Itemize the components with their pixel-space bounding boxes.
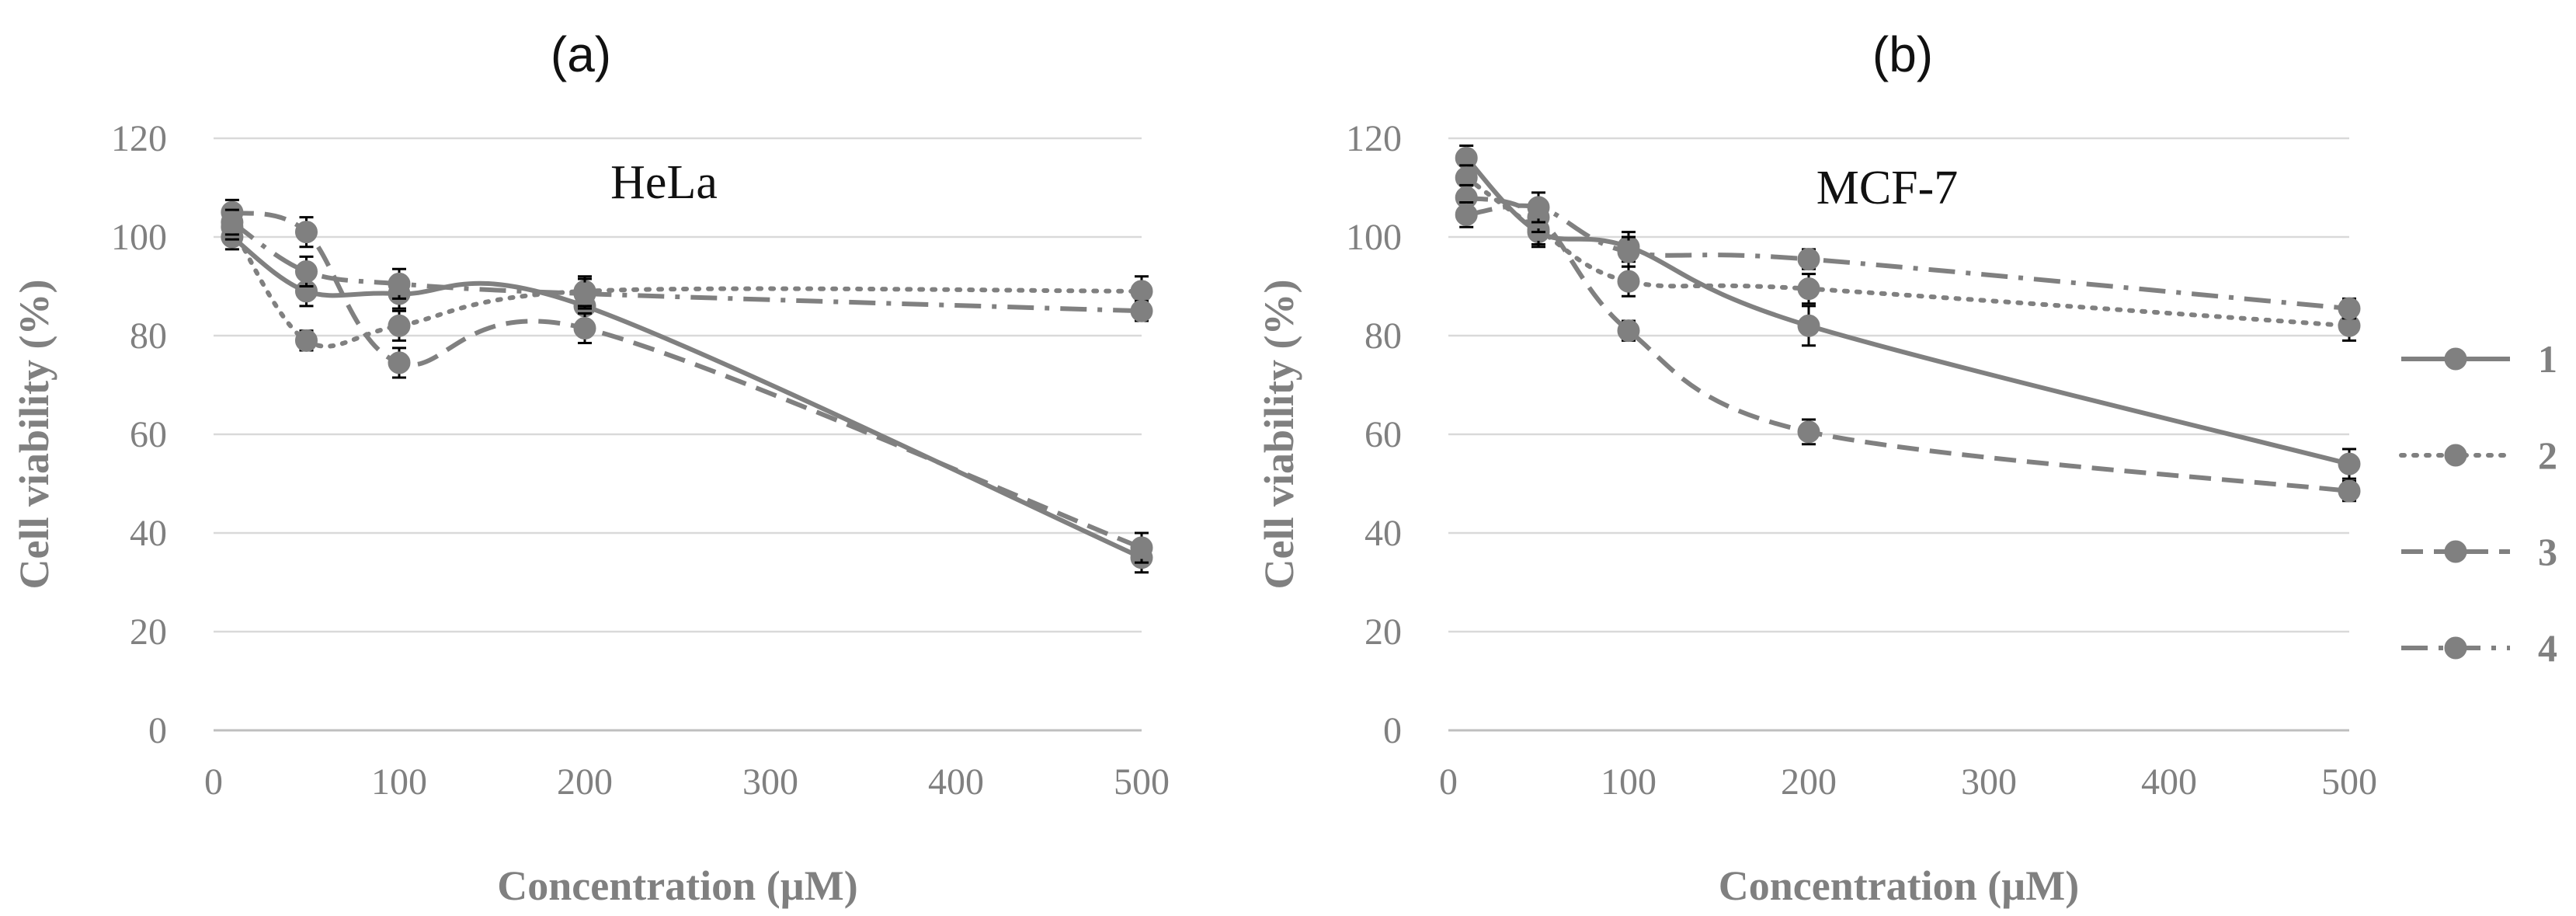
y-tick-label: 80 (130, 315, 167, 357)
legend-label: 1 (2538, 337, 2557, 381)
data-point (1617, 270, 1640, 293)
chart-panel-1: (a) 0 20 40 60 80 100 120 0 100 200 300 400 500 Concen… (11, 26, 1170, 909)
data-point (1797, 277, 1820, 301)
data-point (1797, 420, 1820, 444)
x-tick-label: 400 (2141, 761, 2197, 803)
series-1 (221, 223, 1153, 574)
y-tick-label: 100 (1346, 217, 1402, 258)
x-tick-label: 0 (204, 761, 223, 803)
y-axis-title: Cell viability (%) (1256, 280, 1302, 590)
x-tick-label: 100 (371, 761, 427, 803)
data-point (1130, 536, 1153, 559)
series-3 (221, 198, 1153, 564)
data-point (388, 272, 411, 295)
series-line-4 (231, 220, 1142, 314)
y-axis-title: Cell viability (%) (11, 280, 57, 590)
data-point (1130, 299, 1153, 322)
series-4 (1455, 191, 2361, 320)
legend-marker (2444, 636, 2467, 660)
y-tick-label: 20 (1364, 611, 1402, 653)
data-point (1130, 280, 1153, 303)
data-point (295, 259, 318, 283)
legend-label: 4 (2538, 626, 2557, 670)
x-tick-label: 500 (2321, 761, 2377, 803)
data-point (1617, 319, 1640, 343)
legend-label: 3 (2538, 530, 2557, 573)
series-line-2 (229, 225, 1144, 349)
data-point (388, 351, 411, 374)
data-point (1797, 314, 1820, 337)
y-tick-label: 40 (1364, 513, 1402, 554)
x-tick-label: 300 (742, 761, 798, 803)
x-tick-label: 0 (1439, 761, 1458, 803)
data-point (2338, 452, 2361, 475)
legend-marker (2444, 540, 2467, 563)
series-line-1 (231, 235, 1143, 560)
chart-panel-2: (b) 0 20 40 60 80 100 120 0 100 200 300 400 500 Concen… (1256, 26, 2377, 909)
series-4 (221, 208, 1153, 322)
data-point (295, 221, 318, 244)
y-tick-label: 0 (148, 710, 167, 751)
data-point (1527, 196, 1550, 219)
data-point (2338, 479, 2361, 503)
legend: 1 2 3 4 (2399, 337, 2557, 670)
x-axis-title: Concentration (µM) (1719, 862, 2080, 909)
data-point (573, 316, 596, 340)
y-tick-label: 120 (111, 118, 167, 159)
data-point (295, 329, 318, 352)
panel-label: (a) (551, 26, 611, 82)
data-point (1617, 240, 1640, 263)
y-tick-label: 0 (1383, 710, 1402, 751)
y-tick-label: 100 (111, 217, 167, 258)
legend-marker (2444, 347, 2467, 371)
data-point (221, 211, 244, 234)
y-tick-label: 120 (1346, 118, 1402, 159)
data-point (2338, 297, 2361, 320)
x-tick-label: 200 (557, 761, 613, 803)
series-line-3 (231, 210, 1143, 550)
data-point (573, 282, 596, 305)
x-tick-label: 400 (928, 761, 984, 803)
y-tick-label: 80 (1364, 315, 1402, 357)
y-tick-label: 40 (130, 513, 167, 554)
panel-label: (b) (1872, 26, 1933, 82)
x-tick-label: 200 (1781, 761, 1837, 803)
x-tick-label: 300 (1961, 761, 2017, 803)
data-point (1455, 203, 1478, 226)
data-point (1797, 248, 1820, 271)
legend-label: 2 (2538, 434, 2557, 477)
y-tick-label: 20 (130, 611, 167, 653)
data-point (388, 314, 411, 337)
x-tick-label: 100 (1601, 761, 1656, 803)
x-tick-label: 500 (1114, 761, 1170, 803)
cell-line-label: HeLa (610, 156, 718, 209)
y-tick-label: 60 (130, 414, 167, 455)
legend-marker (2444, 444, 2467, 467)
x-axis-title: Concentration (µM) (497, 862, 858, 909)
series-3 (1455, 183, 2361, 503)
y-tick-label: 60 (1364, 414, 1402, 455)
cell-line-label: MCF-7 (1816, 162, 1959, 214)
